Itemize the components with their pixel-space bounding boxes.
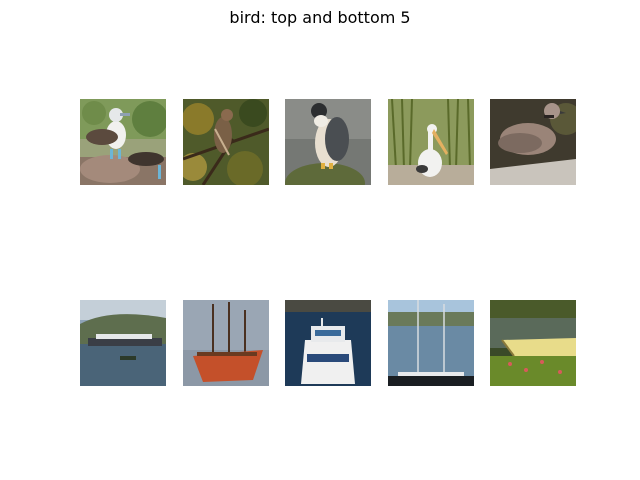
rowboat-photo (490, 300, 576, 386)
top-image-3 (285, 99, 371, 185)
dove-photo (490, 99, 576, 185)
top-image-4 (388, 99, 474, 185)
figure-title: bird: top and bottom 5 (229, 8, 411, 27)
pelican-photo (388, 99, 474, 185)
bottom-image-3 (285, 300, 371, 386)
falcon-photo (285, 99, 371, 185)
top-image-2 (183, 99, 269, 185)
hawk-photo (183, 99, 269, 185)
booby-photo (80, 99, 166, 185)
bottom-image-2 (183, 300, 269, 386)
top-image-5 (490, 99, 576, 185)
sailboat-photo (388, 300, 474, 386)
ferry-photo (285, 300, 371, 386)
red-ship-photo (183, 300, 269, 386)
bottom-image-5 (490, 300, 576, 386)
top-image-1 (80, 99, 166, 185)
bottom-image-4 (388, 300, 474, 386)
cruise-ship-photo (80, 300, 166, 386)
image-grid (80, 99, 576, 386)
bottom-image-1 (80, 300, 166, 386)
